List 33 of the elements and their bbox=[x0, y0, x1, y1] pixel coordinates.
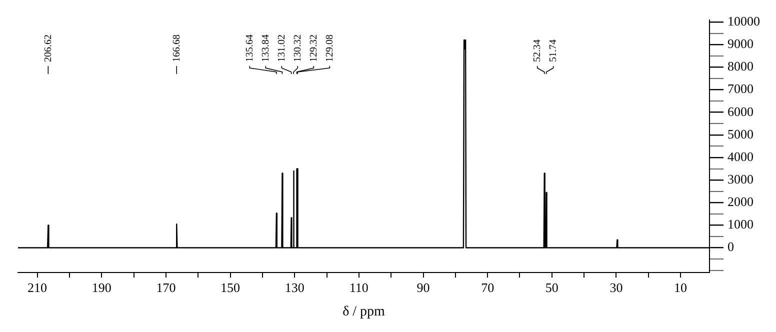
annotation: 130.32 bbox=[292, 34, 304, 62]
x-tick-label: 150 bbox=[220, 280, 240, 295]
y-tick-label: 10000 bbox=[728, 13, 760, 28]
x-tick-label: 90 bbox=[416, 280, 430, 295]
annotation: 51.74 bbox=[548, 40, 559, 62]
y-tick-label: 4000 bbox=[728, 148, 754, 164]
x-axis-title: δ / ppm bbox=[342, 304, 386, 320]
annotation: 131.02 bbox=[276, 34, 288, 62]
y-tick-label: 7000 bbox=[728, 81, 754, 96]
y-tick-label: 1000 bbox=[728, 216, 754, 232]
x-tick-label: 130 bbox=[284, 280, 304, 295]
annotation: 135.64 bbox=[244, 34, 256, 62]
x-tick-label: 190 bbox=[92, 280, 112, 295]
x-tick-label: 50 bbox=[545, 280, 558, 295]
y-tick-label: 2000 bbox=[728, 194, 754, 210]
y-tick-label: 0 bbox=[728, 239, 734, 254]
x-tick-label: 210 bbox=[28, 280, 48, 295]
annotation: 129.08 bbox=[324, 34, 336, 62]
y-tick-label: 8000 bbox=[728, 58, 754, 74]
annotation: 166.68 bbox=[171, 34, 182, 62]
annotation: 52.34 bbox=[532, 40, 543, 62]
x-tick-label: 30 bbox=[610, 280, 623, 295]
annotation: 133.84 bbox=[260, 34, 272, 62]
annotation: 129.32 bbox=[308, 34, 320, 62]
annotation: 206.62 bbox=[42, 34, 54, 62]
x-tick-label: 110 bbox=[349, 280, 368, 295]
y-tick-label: 9000 bbox=[728, 36, 754, 52]
y-tick-label: 3000 bbox=[728, 171, 754, 186]
x-tick-label: 170 bbox=[156, 280, 176, 295]
y-tick-label: 5000 bbox=[728, 126, 754, 142]
x-tick-label: 10 bbox=[674, 280, 688, 295]
y-tick-label: 6000 bbox=[728, 104, 754, 119]
x-tick-label: 70 bbox=[481, 280, 494, 295]
